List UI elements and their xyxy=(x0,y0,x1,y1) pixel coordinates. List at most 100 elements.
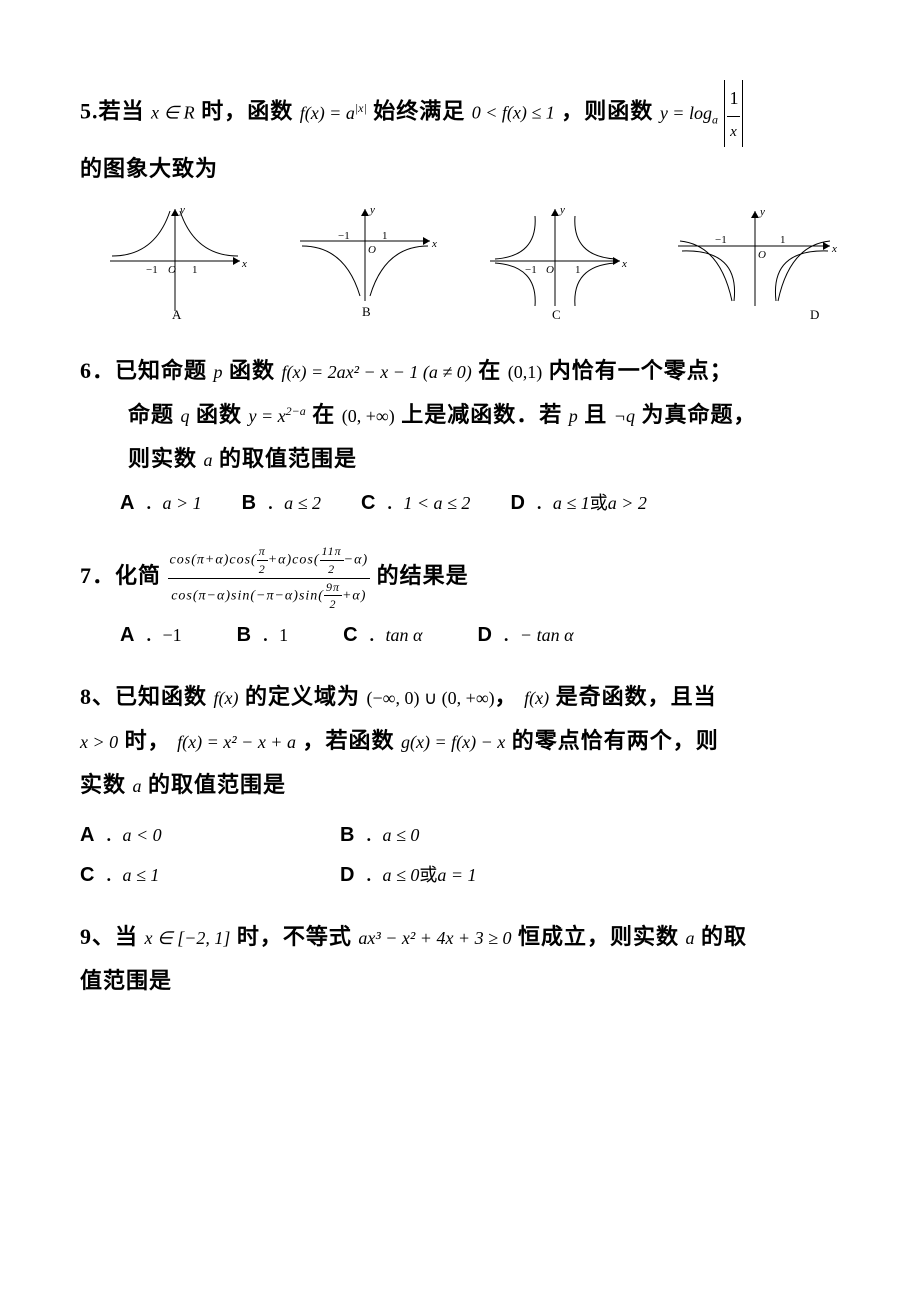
q8-opt-a: A．a < 0 xyxy=(80,821,340,847)
question-7: 7．化简 cos(π+α)cos(π2+α)cos(11π2−α) cos(π−… xyxy=(80,543,860,647)
label-c: C xyxy=(361,492,375,514)
graph-a: x y −1O1 A xyxy=(100,201,250,321)
graph-c: x y −1O1 C xyxy=(480,201,630,321)
q8-options: A．a < 0 B．a ≤ 0 C．a ≤ 1 D．a ≤ 0或a = 1 xyxy=(80,821,860,887)
q6-nq: ¬q xyxy=(614,406,635,426)
svg-text:B: B xyxy=(362,304,371,319)
q5-m2a: f(x) = a xyxy=(300,103,355,123)
q6-t3: 在 xyxy=(478,358,501,383)
svg-text:x: x xyxy=(431,238,437,250)
q6-text: 6．已知命题 p 函数 f(x) = 2ax² − x − 1 (a ≠ 0) … xyxy=(80,349,860,481)
q6-q: q xyxy=(181,406,190,426)
q8-m2: (−∞, 0) ∪ (0, +∞) xyxy=(367,688,495,708)
q8-opt-b-val: a ≤ 0 xyxy=(382,825,419,845)
svg-text:1: 1 xyxy=(382,230,388,242)
q8-t4: 是奇函数，且当 xyxy=(556,684,717,709)
q8-opt-a-val: a < 0 xyxy=(122,825,161,845)
label-c: C xyxy=(80,864,94,886)
question-5: 5.若当 x ∈ R 时，函数 f(x) = a|x| 始终满足 0 < f(x… xyxy=(80,80,860,321)
svg-text:y: y xyxy=(179,204,185,216)
q8-opt-d: D．a ≤ 0或a = 1 xyxy=(340,861,600,887)
q7-text: 7．化简 cos(π+α)cos(π2+α)cos(11π2−α) cos(π−… xyxy=(80,543,860,613)
svg-text:D: D xyxy=(810,307,819,321)
q5-m2sup: |x| xyxy=(355,101,367,115)
label-d: D xyxy=(340,864,354,886)
q8-t8: 实数 xyxy=(80,772,126,797)
question-8: 8、已知函数 f(x) 的定义域为 (−∞, 0) ∪ (0, +∞)， f(x… xyxy=(80,675,860,887)
q7-options: A．−1 B．1 C．tan α D．− tan α xyxy=(120,621,860,647)
q9-a: a xyxy=(685,928,694,948)
question-9: 9、当 x ∈ [−2, 1] 时，不等式 ax³ − x² + 4x + 3 … xyxy=(80,915,860,1003)
q6-num: 6． xyxy=(80,358,115,383)
q6-m1: f(x) = 2ax² − x − 1 (a ≠ 0) xyxy=(282,362,472,382)
q8-t6: ，若函数 xyxy=(302,728,394,753)
q7-t2: 的结果是 xyxy=(377,563,469,588)
q5-t4: ，则函数 xyxy=(561,99,653,124)
svg-text:x: x xyxy=(241,258,247,270)
svg-text:y: y xyxy=(369,204,375,216)
q8-opt-d2: a = 1 xyxy=(437,865,476,885)
q9-text: 9、当 x ∈ [−2, 1] 时，不等式 ax³ − x² + 4x + 3 … xyxy=(80,915,860,1003)
svg-text:O: O xyxy=(168,264,176,276)
q6-opt-b: B．a ≤ 2 xyxy=(242,489,321,515)
q6-t11: 则实数 xyxy=(128,446,197,471)
q6-t7: 在 xyxy=(312,402,335,427)
q7-opt-d-val: − tan α xyxy=(520,625,574,645)
q8-t9: 的取值范围是 xyxy=(148,772,286,797)
question-6: 6．已知命题 p 函数 f(x) = 2ax² − x − 1 (a ≠ 0) … xyxy=(80,349,860,515)
q8-m5: f(x) = x² − x + a xyxy=(177,732,296,752)
svg-text:O: O xyxy=(368,244,376,256)
q9-t4: 的取 xyxy=(701,924,747,949)
label-a: A xyxy=(120,492,134,514)
graph-d: x y −1O1 D xyxy=(670,201,840,321)
svg-text:x: x xyxy=(831,243,837,255)
q6-p: p xyxy=(214,362,223,382)
q6-t2: 函数 xyxy=(229,358,275,383)
q6-opt-d: D．a ≤ 1或a > 2 xyxy=(510,489,647,515)
q5-num: 5. xyxy=(80,99,99,124)
q7-frac: cos(π+α)cos(π2+α)cos(11π2−α) cos(π−α)sin… xyxy=(168,543,371,613)
q7-t1: 化简 xyxy=(115,563,161,588)
svg-text:y: y xyxy=(759,206,765,218)
svg-text:1: 1 xyxy=(192,264,198,276)
q5-t5: 的图象大致为 xyxy=(80,156,218,181)
q5-m2: f(x) = a|x| xyxy=(300,103,367,123)
q6-m3sup: 2−a xyxy=(286,404,306,418)
q5-m4: y = loga xyxy=(660,103,718,123)
q5-m1: x ∈ R xyxy=(151,103,195,123)
q8-t2: 的定义域为 xyxy=(245,684,360,709)
q8-opt-d1: a ≤ 0 xyxy=(382,865,419,885)
q7-opt-c: C．tan α xyxy=(343,621,422,647)
q7-opt-d: D．− tan α xyxy=(477,621,573,647)
q5-m4a: y = log xyxy=(660,103,712,123)
q8-text: 8、已知函数 f(x) 的定义域为 (−∞, 0) ∪ (0, +∞)， f(x… xyxy=(80,675,860,807)
q9-t2: 时，不等式 xyxy=(237,924,352,949)
label-d: D xyxy=(510,492,524,514)
q9-m2: ax³ − x² + 4x + 3 ≥ 0 xyxy=(358,928,511,948)
q6-t5: 命题 xyxy=(128,402,174,427)
q6-opt-b-val: a ≤ 2 xyxy=(284,493,321,513)
q8-m3: f(x) xyxy=(524,688,549,708)
q5-graphs: x y −1O1 A x y −1O1 B x y −1O1 xyxy=(80,201,860,321)
q7-opt-a-val: −1 xyxy=(162,625,181,645)
q7-numerator: cos(π+α)cos(π2+α)cos(11π2−α) xyxy=(168,543,371,579)
q7-num: 7． xyxy=(80,563,115,588)
q8-opt-dcn: 或 xyxy=(419,865,437,885)
q7-opt-b-val: 1 xyxy=(279,625,288,645)
q6-opt-a-val: a > 1 xyxy=(162,493,201,513)
q6-opt-c: C．1 < a ≤ 2 xyxy=(361,489,470,515)
q6-t4: 内恰有一个零点； xyxy=(549,358,733,383)
svg-text:O: O xyxy=(758,249,766,261)
q5-abs: 1x xyxy=(724,80,743,147)
q6-t9: 且 xyxy=(584,402,607,427)
q8-t5: 时， xyxy=(125,728,171,753)
q6-m3a: y = x xyxy=(249,406,286,426)
q6-p2: p xyxy=(569,406,578,426)
q9-t3: 恒成立，则实数 xyxy=(518,924,679,949)
q6-options: A．a > 1 B．a ≤ 2 C．1 < a ≤ 2 D．a ≤ 1或a > … xyxy=(120,489,860,515)
svg-text:1: 1 xyxy=(780,234,786,246)
svg-text:−1: −1 xyxy=(338,230,350,242)
label-a: A xyxy=(80,824,94,846)
q8-opt-b: B．a ≤ 0 xyxy=(340,821,600,847)
q6-t12: 的取值范围是 xyxy=(219,446,357,471)
